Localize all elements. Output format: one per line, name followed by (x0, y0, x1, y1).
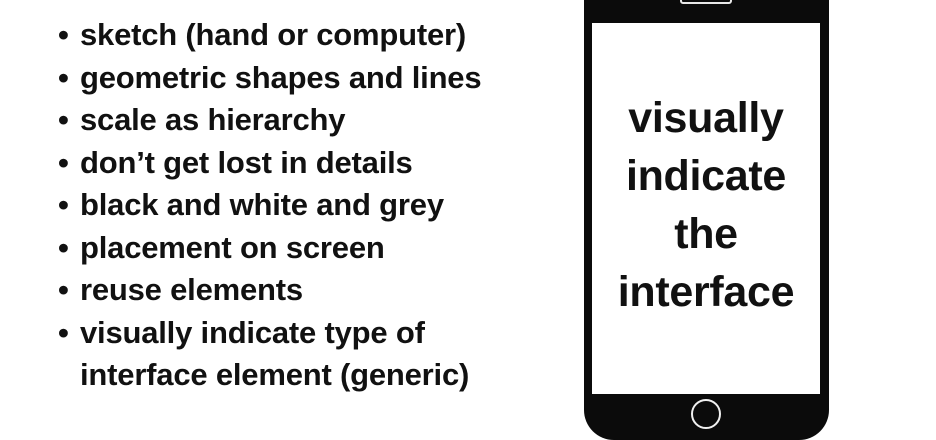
bullet-item: • black and white and grey (58, 184, 481, 227)
bullet-dot: • (58, 144, 69, 180)
bullet-text: visually indicate type of (80, 314, 425, 350)
bullet-dot: • (58, 314, 69, 350)
bullet-dot: • (58, 229, 69, 265)
screen-line: interface (617, 267, 795, 316)
bullet-text: interface element (generic) (80, 357, 470, 392)
screen-line: the (674, 209, 738, 258)
bullet-dot: • (58, 187, 69, 222)
phone-illustration: visually indicate the interface (584, 0, 829, 440)
bullet-item: • reuse elements (58, 269, 481, 312)
bullet-item: • scale as hierarchy (58, 99, 481, 142)
bullet-text: reuse elements (80, 272, 303, 307)
bullet-dot: • (58, 272, 69, 307)
bullet-dot: • (58, 59, 69, 95)
bullet-text: geometric shapes and lines (80, 59, 482, 95)
bullet-dot: • (58, 17, 69, 52)
bullet-item: • don’t get lost in details (58, 142, 481, 185)
bullet-item: • visually indicate type of (58, 312, 481, 355)
bullet-item: • sketch (hand or computer) (58, 14, 481, 57)
screen-line: visually (628, 93, 784, 142)
bullet-text: black and white and grey (80, 187, 444, 222)
bullet-text: placement on screen (80, 229, 385, 265)
bullet-text: sketch (hand or computer) (80, 17, 466, 52)
screen-line: indicate (625, 151, 787, 200)
bullet-list: • sketch (hand or computer) • geometric … (58, 14, 482, 397)
bullet-text: don’t get lost in details (80, 144, 413, 180)
bullet-item: • placement on screen (58, 227, 481, 270)
bullet-dot: • (58, 102, 69, 137)
phone-speaker (680, 0, 732, 4)
bullet-item: • geometric shapes and lines (58, 57, 482, 100)
phone-screen: visually indicate the interface (592, 23, 820, 394)
bullet-continuation: interface element (generic) (58, 354, 481, 397)
phone-screen-text: visually indicate the interface (618, 89, 795, 321)
bullet-text: scale as hierarchy (80, 102, 346, 137)
